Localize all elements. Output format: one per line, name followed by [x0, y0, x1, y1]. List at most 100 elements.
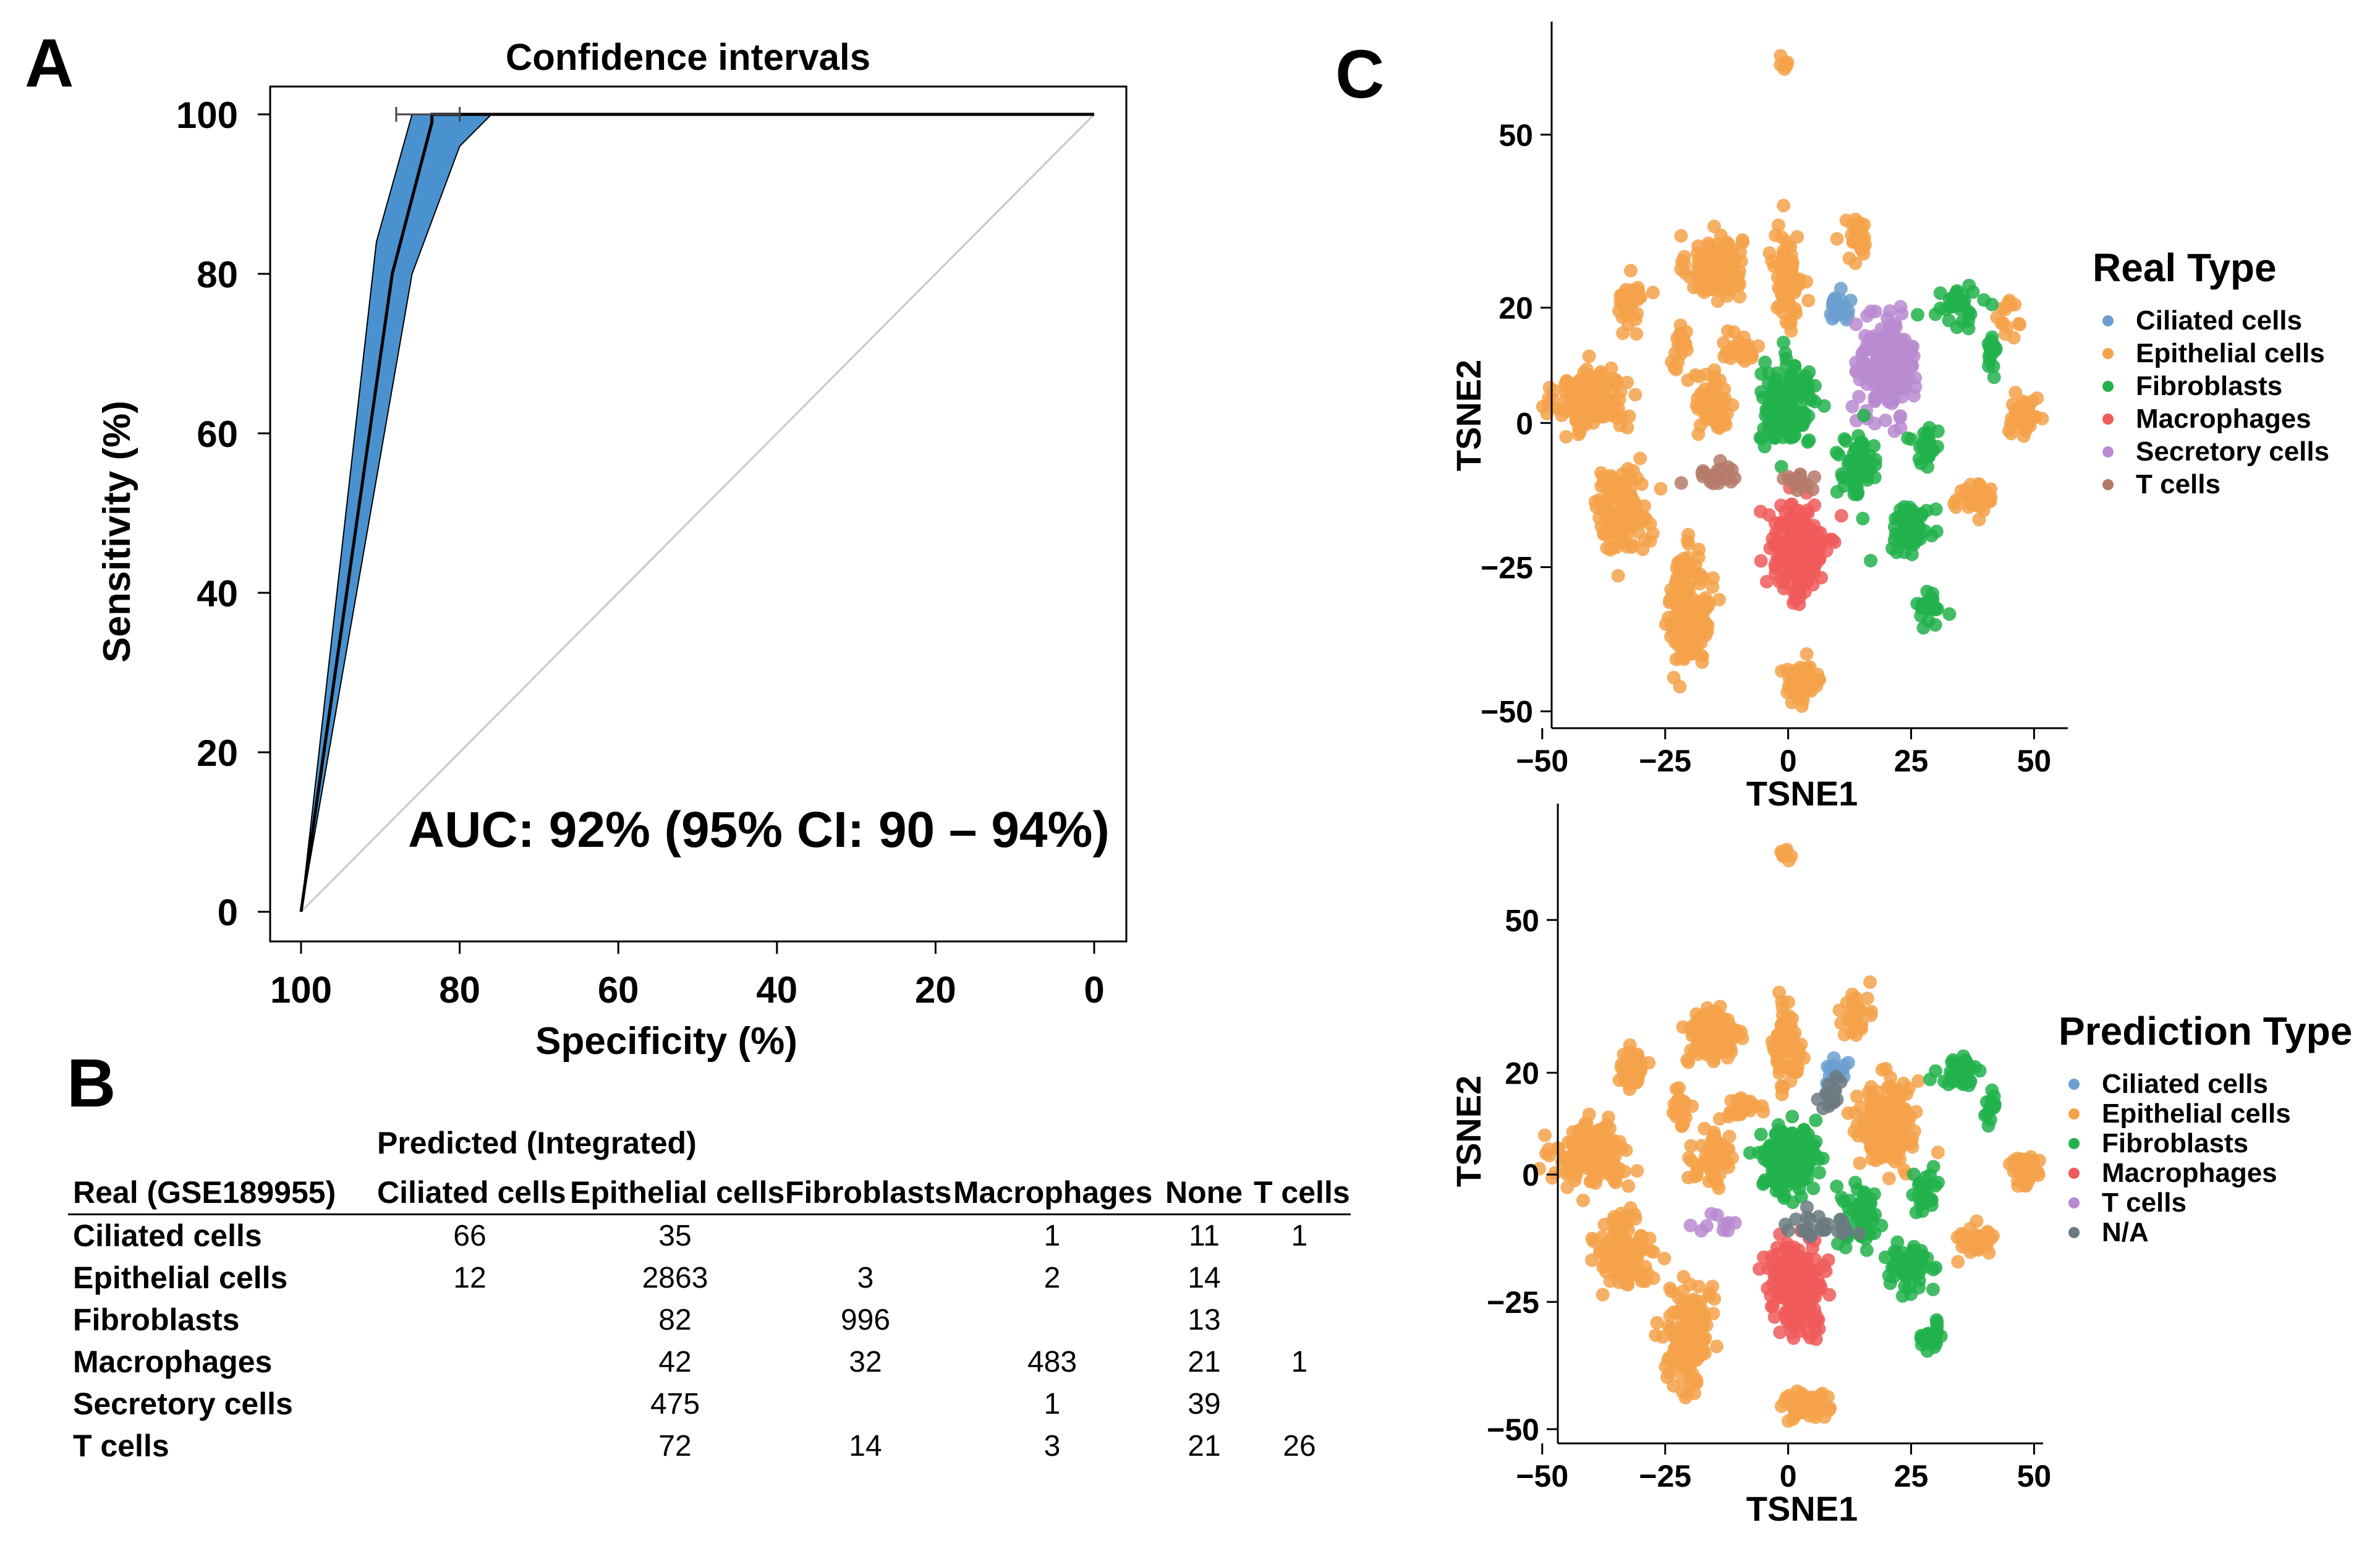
tsne-point: [1777, 472, 1791, 486]
roc-y-tick-label: 100: [176, 95, 238, 136]
tsne-point: [1926, 1282, 1940, 1296]
tsne-point: [1963, 1245, 1978, 1259]
tsne-point: [1736, 235, 1750, 249]
tsne-point: [1784, 1061, 1798, 1075]
table-cell: 3: [1043, 1430, 1061, 1463]
tsne-legend-swatch: [2102, 414, 2114, 425]
tsne-point: [1683, 1218, 1698, 1233]
roc-x-tick-label: 60: [598, 969, 639, 1011]
table-cell: 72: [658, 1430, 692, 1463]
tsne-x-tick-label: 25: [1894, 1459, 1929, 1493]
tsne-point: [1770, 300, 1784, 315]
tsne-point: [1663, 1281, 1677, 1296]
tsne-point: [1774, 498, 1788, 512]
roc-y-tick-label: 40: [197, 573, 238, 614]
tsne-point: [1777, 336, 1791, 349]
tsne-point: [1585, 1253, 1599, 1267]
tsne-point: [1699, 1219, 1714, 1233]
tsne-point: [1654, 482, 1668, 496]
tsne-point: [1783, 397, 1798, 411]
tsne-point: [1775, 1037, 1790, 1051]
tsne-point: [1893, 410, 1907, 424]
tsne-point: [1795, 566, 1808, 580]
table-cell: 1: [1043, 1388, 1061, 1421]
tsne-point: [1819, 1086, 1833, 1100]
tsne-point: [2017, 422, 2031, 436]
tsne-point: [1633, 1233, 1646, 1247]
tsne-point: [1950, 320, 1964, 334]
tsne-point: [1671, 1097, 1685, 1111]
tsne-legend-label: N/A: [2102, 1217, 2149, 1247]
tsne-point: [1679, 598, 1693, 612]
tsne-point: [1904, 1287, 1918, 1301]
tsne-point: [1903, 1136, 1918, 1150]
tsne-point: [1766, 1145, 1780, 1159]
tsne-point: [1714, 260, 1728, 274]
roc-y-label: Sensitivity (%): [96, 401, 138, 663]
roc-y-tick-label: 80: [197, 254, 238, 295]
tsne-point: [1922, 432, 1936, 446]
tsne-point: [1783, 1074, 1798, 1088]
tsne-y-tick-label: 50: [1505, 903, 1539, 938]
tsne-point: [1584, 1174, 1599, 1188]
tsne-x-tick-label: −25: [1639, 744, 1691, 778]
tsne-point: [1621, 317, 1635, 331]
tsne-legend-swatch: [2068, 1197, 2080, 1208]
tsne-point: [1998, 302, 2012, 316]
tsne-point: [1893, 300, 1908, 314]
tsne-point: [1770, 270, 1785, 284]
tsne-point: [1889, 512, 1903, 525]
tsne-point: [1839, 434, 1853, 448]
tsne-point: [1972, 512, 1986, 527]
tsne-point: [1567, 406, 1581, 420]
tsne-point: [1538, 1128, 1552, 1142]
tsne-point: [1603, 1153, 1617, 1167]
tsne-point: [1674, 229, 1688, 243]
table-row-label: Epithelial cells: [73, 1260, 288, 1295]
tsne-point: [1789, 306, 1803, 320]
tsne-point: [1977, 293, 1991, 307]
tsne-point: [1706, 571, 1720, 585]
tsne-point: [1571, 1157, 1586, 1171]
table-cell: 21: [1188, 1430, 1221, 1463]
tsne-point: [1594, 519, 1609, 533]
tsne-point: [1705, 1029, 1719, 1043]
tsne-point: [1668, 1330, 1682, 1344]
tsne-point: [1605, 540, 1619, 554]
tsne-point: [1863, 975, 1877, 989]
tsne-point: [1591, 1157, 1605, 1171]
tsne-point: [1620, 375, 1634, 389]
tsne-point: [1910, 597, 1924, 611]
table-row-label: Macrophages: [73, 1344, 273, 1379]
tsne-point: [1769, 1127, 1783, 1141]
tsne-point: [1698, 1309, 1712, 1323]
tsne-legend-label: Fibroblasts: [2102, 1128, 2248, 1158]
tsne-point: [1743, 345, 1757, 359]
tsne-point: [1770, 1241, 1784, 1255]
tsne-point: [1674, 262, 1688, 276]
tsne-point: [1859, 1243, 1874, 1257]
tsne-point: [1782, 564, 1796, 579]
tsne-point: [1852, 1226, 1866, 1241]
tsne-point: [1896, 535, 1910, 550]
tsne-point: [1867, 439, 1881, 453]
tsne-point: [1707, 380, 1721, 394]
tsne-legend-label: Epithelial cells: [2136, 338, 2325, 368]
tsne-point: [1849, 317, 1863, 331]
tsne-point: [1731, 279, 1745, 293]
tsne-point: [1584, 1124, 1598, 1139]
tsne-point: [1624, 263, 1638, 278]
roc-title: Confidence intervals: [506, 36, 870, 78]
tsne-point: [1798, 1162, 1813, 1176]
roc-x-label: Specificity (%): [535, 1020, 797, 1063]
tsne-point: [1609, 373, 1623, 388]
tsne-point: [1893, 421, 1908, 435]
table-col-header-epithelial: Epithelial cells: [570, 1175, 785, 1210]
tsne-point: [1874, 1130, 1888, 1144]
tsne-point: [1592, 1147, 1607, 1161]
roc-x-tick-label: 80: [439, 969, 480, 1011]
tsne-point: [1712, 593, 1726, 606]
tsne-point: [1863, 462, 1877, 477]
tsne-point: [1954, 484, 1968, 498]
tsne-legend-swatch: [2068, 1227, 2080, 1238]
